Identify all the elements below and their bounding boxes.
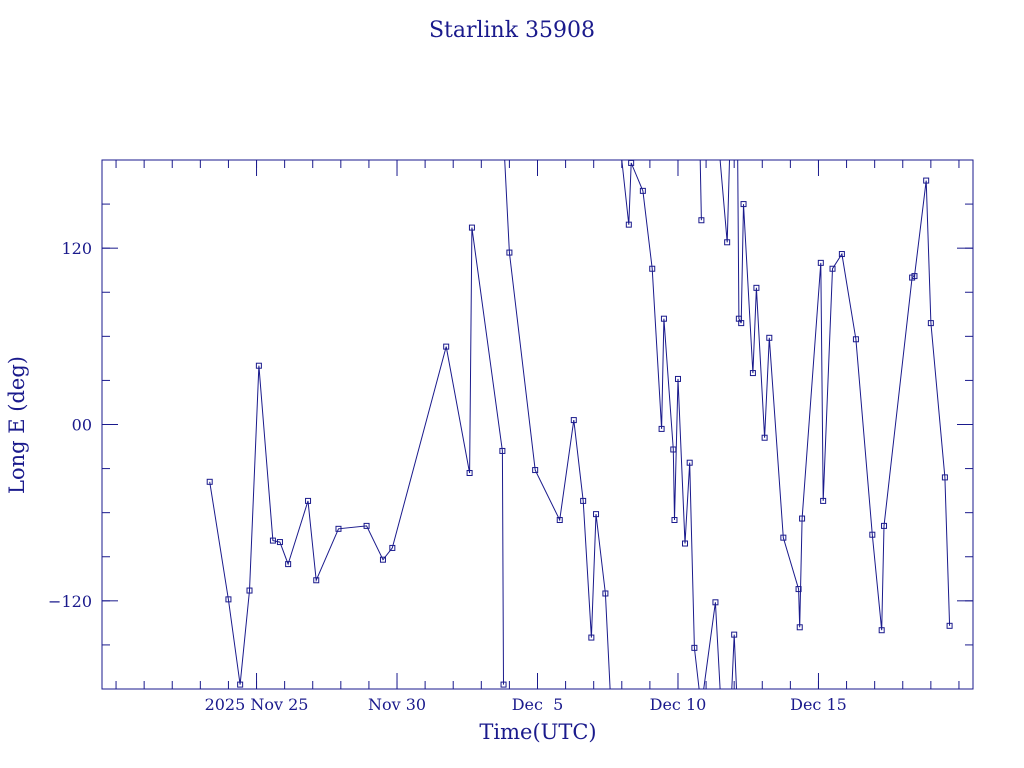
data-point [313, 577, 320, 584]
data-point [255, 362, 262, 369]
data-point [927, 320, 934, 327]
series-line-8 [737, 159, 951, 631]
data-point [712, 599, 719, 606]
y-tick-label: 00 [72, 416, 92, 435]
data-point [749, 370, 756, 377]
series-points [206, 159, 953, 688]
data-point [911, 273, 918, 280]
data-point [838, 251, 845, 258]
data-point [698, 217, 705, 224]
series-line-1 [209, 227, 504, 685]
data-point [852, 336, 859, 343]
data-point [869, 531, 876, 538]
data-point [820, 497, 827, 504]
data-point [671, 517, 678, 524]
data-point [269, 537, 276, 544]
data-point [602, 590, 609, 597]
data-point [389, 544, 396, 551]
data-point [468, 224, 475, 231]
data-point [556, 517, 563, 524]
data-point [580, 497, 587, 504]
data-point [305, 497, 312, 504]
data-point [731, 631, 738, 638]
data-point [686, 459, 693, 466]
data-point [674, 375, 681, 382]
data-point [649, 265, 656, 272]
data-point [682, 540, 689, 547]
data-point [593, 511, 600, 518]
y-axis: 120 00 −120 [48, 203, 973, 646]
data-point [766, 334, 773, 341]
data-point [740, 201, 747, 208]
data-point [237, 681, 244, 688]
data-point [206, 478, 213, 485]
x-tick-label: 2025 Nov 25 [205, 695, 309, 714]
data-point [670, 446, 677, 453]
data-point [225, 596, 232, 603]
data-point [500, 681, 507, 688]
y-tick-label: −120 [48, 592, 92, 611]
x-axis: 2025 Nov 25 Nov 30 Dec 5 Dec 10 Dec 15 [115, 160, 960, 714]
data-point [660, 315, 667, 322]
data-point [941, 474, 948, 481]
series-line-3 [621, 159, 700, 690]
chart-title: Starlink 35908 [429, 18, 595, 43]
data-point [628, 159, 635, 166]
x-tick-label: Dec 5 [512, 695, 564, 714]
data-point [691, 644, 698, 651]
data-point [639, 187, 646, 194]
series-line-4 [699, 159, 702, 221]
data-point [625, 221, 632, 228]
series-line-7 [731, 634, 737, 690]
data-point [588, 634, 595, 641]
data-point [817, 259, 824, 266]
data-point [499, 447, 506, 454]
data-point [363, 522, 370, 529]
series-line-2 [504, 159, 611, 690]
data-point [570, 417, 577, 424]
data-point [799, 515, 806, 522]
data-point [285, 561, 292, 568]
data-point [658, 425, 665, 432]
data-point [276, 539, 283, 546]
data-point [379, 556, 386, 563]
data-point [761, 434, 768, 441]
x-axis-label: Time(UTC) [479, 720, 596, 744]
data-point [829, 265, 836, 272]
series-lines [209, 159, 951, 690]
data-point [923, 177, 930, 184]
plot-area [101, 159, 974, 690]
data-point [724, 239, 731, 246]
data-point [878, 627, 885, 634]
data-point [881, 522, 888, 529]
data-point [738, 320, 745, 327]
data-point [246, 587, 253, 594]
x-tick-label: Dec 10 [650, 695, 707, 714]
series-line-6 [719, 159, 730, 243]
plot-frame [101, 159, 974, 690]
y-axis-label: Long E (deg) [5, 356, 29, 494]
y-tick-label: 120 [61, 239, 92, 258]
data-point [443, 343, 450, 350]
data-point [780, 534, 787, 541]
data-point [946, 622, 953, 629]
series-line-5 [703, 602, 721, 690]
x-tick-label: Dec 15 [790, 695, 847, 714]
x-tick-label: Nov 30 [368, 695, 426, 714]
data-point [795, 586, 802, 593]
data-point [335, 525, 342, 532]
data-point [506, 249, 513, 256]
data-point [532, 467, 539, 474]
data-point [796, 624, 803, 631]
data-point [753, 284, 760, 291]
data-point [466, 469, 473, 476]
